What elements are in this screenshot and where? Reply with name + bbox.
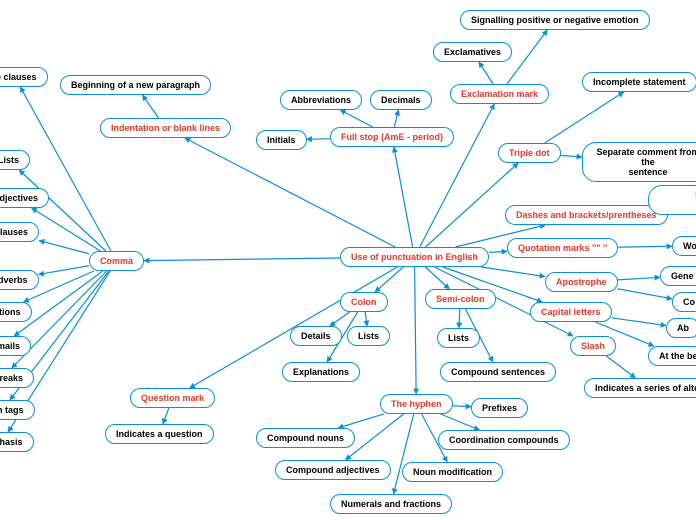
node-names: Names ofilms, an [648,185,696,215]
edge-hyphen-prefixes [453,406,471,407]
edge-indent-new_para [142,95,158,118]
edge-quotes-wo [618,246,672,247]
node-co: Co [672,292,696,312]
edge-center-quotes [489,251,507,252]
node-alter: Indicates a series of alter [584,378,696,398]
edge-hyphen-coord [441,414,480,430]
node-colon: Colon [340,292,388,312]
node-gene: Gene [660,266,696,286]
node-explan: Explanations [282,362,360,382]
node-exmark: Exclamation mark [450,84,549,104]
node-locations: locations [0,302,32,322]
node-coord: Coordination compounds [438,430,570,450]
edge-triple-sepcomment [561,155,583,157]
edge-center-exmark [420,104,495,247]
node-apost: Apostrophe [545,272,618,292]
node-qmark: Question mark [130,388,215,408]
node-colon_lists: Lists [347,326,390,346]
edge-semi-semi_lists [459,309,460,328]
node-indent: Indentation or blank lines [100,118,231,138]
node-numerals: Numerals and fractions [330,494,452,514]
node-abbrev: Abbreviations [280,90,362,110]
edge-center-colon [375,267,403,292]
edge-colon-colon_lists [365,312,367,326]
edge-center-fullstop [394,147,413,247]
edge-hyphen-numerals [394,414,414,494]
edge-triple-incomplete [545,92,624,143]
edge-apost-gene [618,277,661,280]
node-new_para: Beginning of a new paragraph [60,75,211,95]
node-wo: Wo [672,236,696,256]
node-triple: Triple dot [498,143,561,163]
node-semi_lists: Lists [437,328,480,348]
edge-center-comma [144,258,340,261]
edge-capital-abb [612,318,666,326]
node-prefixes: Prefixes [471,398,528,418]
node-lists: Lists [0,150,30,170]
edge-qmark-indicq [163,408,169,424]
node-center: Use of punctuation in English [340,247,489,267]
node-semi: Semi-colon [425,289,496,309]
node-hyphen: The hyphen [380,394,453,414]
node-signal: Signalling positive or negative emotion [460,10,650,30]
node-slash: Slash [570,336,616,356]
edge-hyphen-comp_nouns [338,414,384,428]
node-comma: Comma [89,251,144,271]
node-abb: Ab [666,318,696,338]
node-initials: Initials [256,130,307,150]
edge-center-hyphen [415,267,417,394]
node-stion_tags: stion tags [0,400,35,420]
node-comp_sent: Compound sentences [440,362,556,382]
node-indicq: Indicates a question [105,424,214,444]
node-ne_breaks: ne breaks [0,368,34,388]
node-adjectives: Adjectives [0,188,49,208]
node-sepcomment: Separate comment from thesentence [582,142,696,182]
node-incomplete: Incomplete statement [582,72,696,92]
node-quotes: Quotation marks "" '' [507,238,618,258]
node-noun_mod: Noun modification [402,462,503,482]
edge-fullstop-decimals [394,110,398,127]
node-capital: Capital letters [530,302,612,322]
edge-slash-alter [606,356,635,378]
edge-comma-al_clauses [39,241,89,254]
node-g_adverbs: g adverbs [0,270,39,290]
edge-center-semi [425,267,449,289]
node-decimals: Decimals [370,90,432,110]
node-exclam: Exclamatives [433,42,512,62]
edge-exmark-signal [507,30,547,84]
edge-center-indent [185,138,395,247]
node-comp_nouns: Compound nouns [256,428,355,448]
node-rs_emails: rs/emails [0,336,31,356]
node-emphasis: emphasis [0,432,34,452]
node-comp_adj: Compound adjectives [275,460,391,480]
edge-fullstop-abbrev [340,110,373,127]
node-details: Details [290,326,342,346]
node-atbeg: At the be [648,346,696,366]
edge-center-apost [481,267,545,277]
node-al_clauses: al clauses [0,222,39,242]
node-dashes: Dashes and brackets/prentheses [505,205,668,225]
edge-fullstop-initials [307,139,330,140]
edge-comma-g_adverbs [39,266,89,275]
edge-colon-details [330,312,350,326]
node-te_clauses: te clauses [0,67,48,87]
edge-center-triple [426,163,519,247]
node-fullstop: Full stop (AmE - period) [330,127,454,147]
edge-exmark-exclam [479,62,493,84]
edge-apost-co [618,289,673,299]
